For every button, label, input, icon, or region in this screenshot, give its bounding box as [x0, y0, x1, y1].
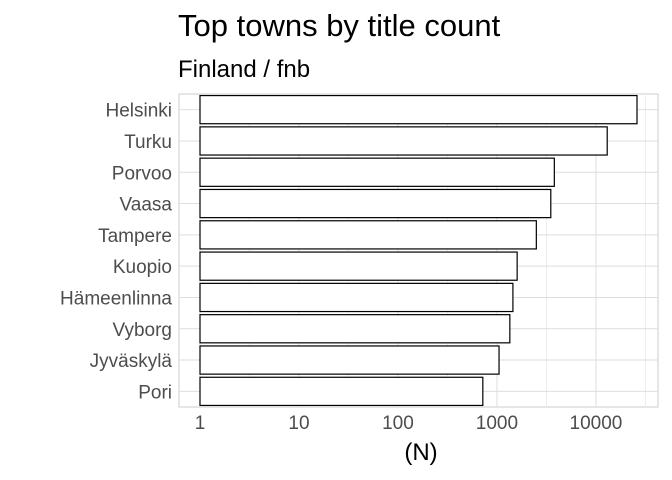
bar-helsinki [199, 94, 638, 125]
bars [199, 94, 638, 407]
y-tick-label: Helsinki [105, 101, 172, 122]
x-tick-label: 10 [288, 413, 309, 434]
y-tick-label: Kuopio [113, 257, 172, 278]
bar-vyborg [199, 314, 511, 344]
bar-turku [199, 126, 608, 156]
bar-jyväskylä [199, 345, 500, 375]
x-tick-label: 1000 [476, 413, 518, 434]
chart-title: Top towns by title count [178, 8, 501, 43]
x-tick-label: 1 [195, 413, 206, 434]
plot-panel [178, 93, 659, 408]
bar-tampere [199, 220, 537, 250]
bar-porvoo [199, 157, 555, 187]
y-tick-label: Jyväskylä [90, 351, 173, 372]
chart-subtitle: Finland / fnb [178, 56, 310, 83]
y-tick-label: Vyborg [113, 320, 173, 341]
x-axis-label: (N) [404, 439, 437, 466]
y-tick-label: Pori [138, 382, 172, 403]
y-tick-label: Hämeenlinna [60, 288, 172, 309]
x-tick-label: 100 [382, 413, 414, 434]
y-axis-tick-labels: Helsinki Turku Porvoo Vaasa Tampere Kuopio Häm… [60, 101, 172, 404]
bar-hämeenlinna [199, 282, 514, 313]
bar-vaasa [199, 188, 552, 219]
y-tick-label: Vaasa [120, 195, 173, 216]
x-tick-label: 10000 [570, 413, 623, 434]
y-tick-label: Turku [124, 132, 172, 153]
x-axis-tick-labels: 1 10 100 1000 10000 [195, 413, 623, 434]
y-tick-label: Tampere [98, 226, 172, 247]
y-tick-label: Porvoo [112, 163, 172, 184]
bar-kuopio [199, 251, 518, 281]
bar-pori [199, 376, 484, 407]
